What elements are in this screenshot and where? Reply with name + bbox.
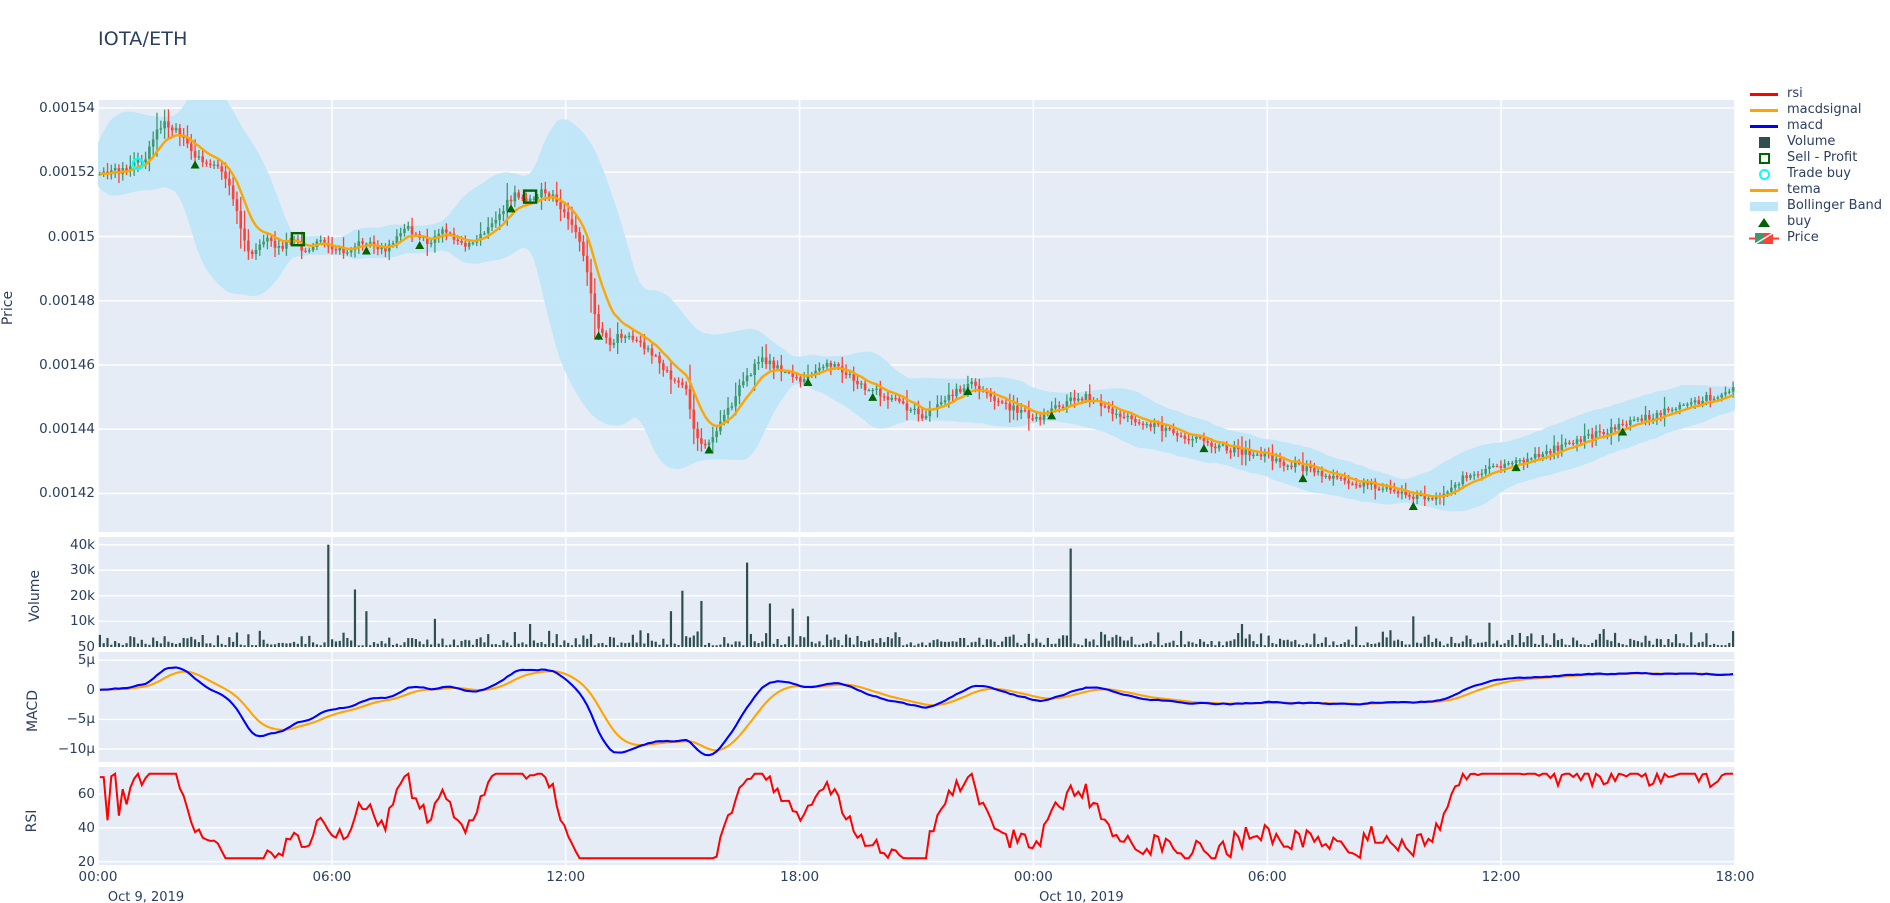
line-icon <box>1747 182 1781 198</box>
x-date-label: Oct 10, 2019 <box>1039 890 1124 903</box>
filled-square-icon <box>1747 134 1781 150</box>
legend-item-label: Price <box>1787 230 1819 245</box>
price-panel <box>98 100 1735 532</box>
legend-item-volume[interactable]: Volume <box>1747 134 1890 150</box>
x-date-label: Oct 9, 2019 <box>107 890 185 903</box>
volume-tick-label: 10k <box>70 613 95 630</box>
x-tick-label: 12:00 <box>1481 869 1521 885</box>
legend-item-label: Trade buy <box>1787 166 1851 181</box>
price-plot[interactable] <box>98 100 1735 532</box>
volume-panel <box>98 537 1735 647</box>
rsi-tick-label: 60 <box>77 786 95 803</box>
macd-panel <box>98 652 1735 762</box>
candlestick-icon <box>1747 230 1781 246</box>
legend-item-label: buy <box>1787 214 1812 229</box>
volume-plot[interactable] <box>98 537 1735 647</box>
legend-item-label: tema <box>1787 182 1821 197</box>
x-tick-label: 18:00 <box>1715 869 1755 885</box>
price-tick-label: 0.00152 <box>39 164 95 181</box>
line-icon <box>1747 86 1781 102</box>
legend-item-label: macdsignal <box>1787 102 1862 117</box>
macd-tick-label: 5µ <box>77 652 95 669</box>
band-icon <box>1747 198 1781 214</box>
legend-item-price[interactable]: Price <box>1747 230 1890 246</box>
rsi-plot[interactable] <box>98 767 1735 865</box>
legend-item-macdsignal[interactable]: macdsignal <box>1747 102 1890 118</box>
macd-tick-label: 0 <box>86 681 95 698</box>
legend-item-label: rsi <box>1787 86 1803 101</box>
x-tick-label: 18:00 <box>780 869 820 885</box>
price-tick-label: 0.00146 <box>39 356 95 373</box>
rsi-tick-label: 40 <box>77 819 95 836</box>
legend-item-trade-buy[interactable]: Trade buy <box>1747 166 1890 182</box>
volume-tick-label: 30k <box>70 562 95 579</box>
volume-tick-label: 20k <box>70 587 95 604</box>
price-tick-label: 0.00148 <box>39 292 95 309</box>
legend-item-label: macd <box>1787 118 1824 133</box>
legend-item-macd[interactable]: macd <box>1747 118 1890 134</box>
price-tick-label: 0.00144 <box>39 421 95 438</box>
open-square-icon <box>1747 150 1781 166</box>
x-tick-label: 12:00 <box>546 869 586 885</box>
legend-item-label: Bollinger Band <box>1787 198 1883 213</box>
rsi-tick-label: 20 <box>77 853 95 870</box>
legend-item-rsi[interactable]: rsi <box>1747 86 1890 102</box>
open-circle-icon <box>1747 166 1781 182</box>
price-tick-label: 0.0015 <box>47 228 95 245</box>
x-tick-label: 00:00 <box>78 869 118 885</box>
volume-tick-label: 50 <box>77 638 95 655</box>
macd-tick-label: −10µ <box>57 740 95 757</box>
legend-item-sell-profit[interactable]: Sell - Profit <box>1747 150 1890 166</box>
x-tick-label: 06:00 <box>312 869 352 885</box>
price-tick-label: 0.00154 <box>39 100 95 117</box>
legend-item-buy[interactable]: buy <box>1747 214 1890 230</box>
macd-plot[interactable] <box>98 652 1735 762</box>
legend-item-label: Sell - Profit <box>1787 150 1858 165</box>
x-tick-label: 06:00 <box>1247 869 1287 885</box>
macd-tick-label: −5µ <box>66 711 96 728</box>
legend[interactable]: rsi macdsignal macd Volume Sell - Profit Trad… <box>1747 86 1890 246</box>
volume-tick-label: 40k <box>70 536 95 553</box>
triangle-up-icon <box>1747 214 1781 230</box>
line-icon <box>1747 118 1781 134</box>
legend-item-tema[interactable]: tema <box>1747 182 1890 198</box>
x-tick-label: 00:00 <box>1013 869 1053 885</box>
line-icon <box>1747 102 1781 118</box>
price-tick-label: 0.00142 <box>39 485 95 502</box>
rsi-panel <box>98 767 1735 865</box>
legend-item-bollinger-band[interactable]: Bollinger Band <box>1747 198 1890 214</box>
page-title: IOTA/ETH <box>98 28 188 50</box>
legend-item-label: Volume <box>1787 134 1836 149</box>
